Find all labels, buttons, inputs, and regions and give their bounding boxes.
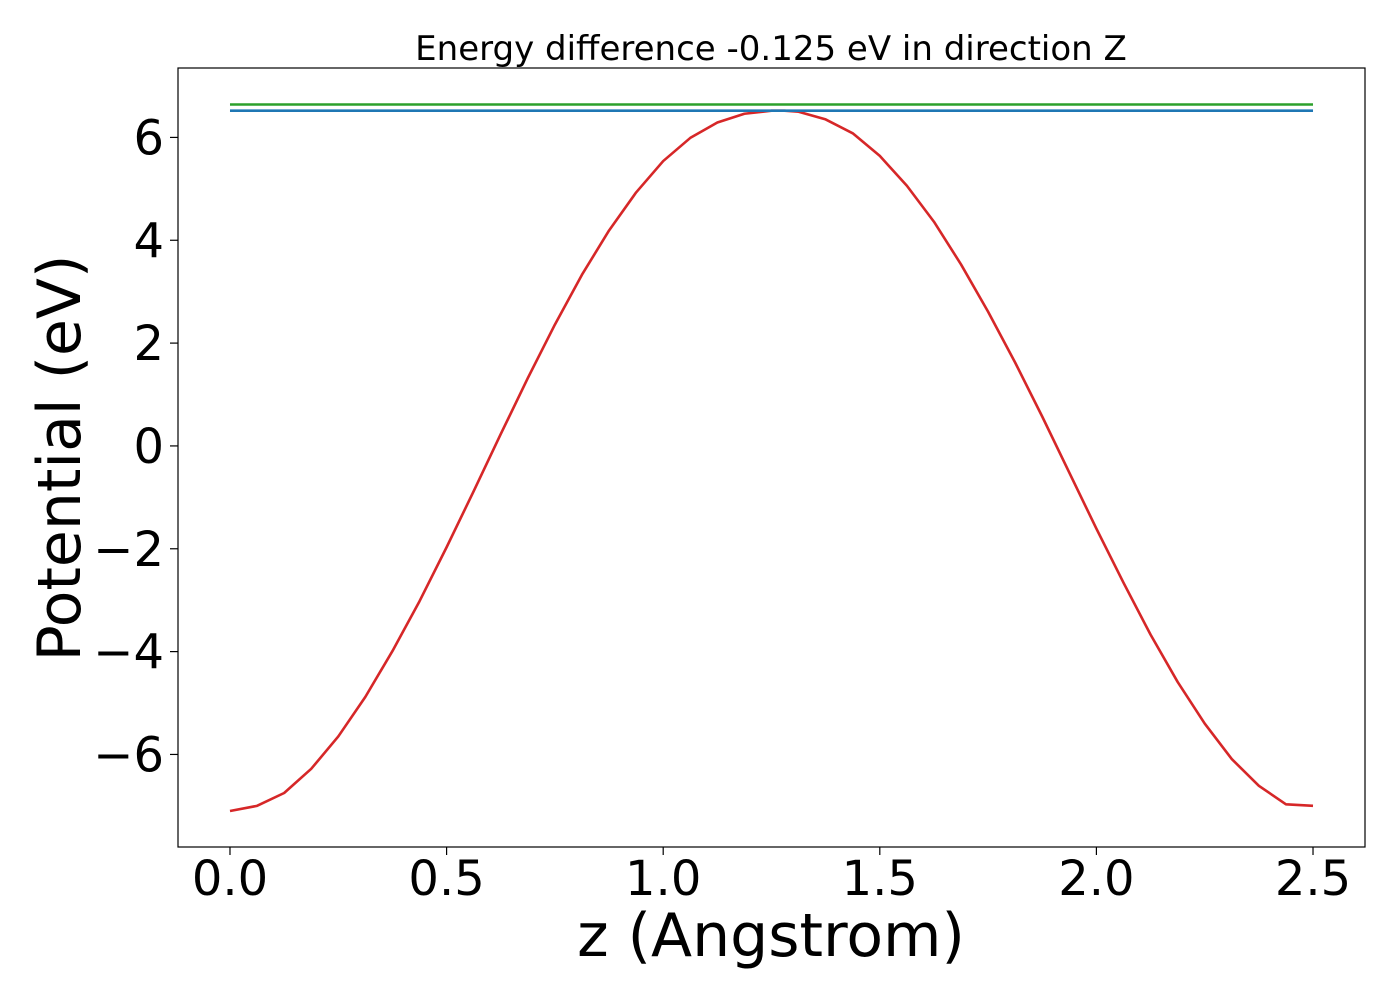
plot-area	[177, 67, 1366, 848]
x-tick-label: 0.5	[408, 851, 484, 907]
x-axis-label: z (Angstrom)	[577, 901, 965, 971]
y-axis-label: Potential (eV)	[25, 255, 95, 662]
y-tick-label: 2	[133, 316, 164, 372]
y-axis-ticks: −6 −4 −2 0 2 4 6	[93, 110, 178, 783]
x-tick-label: 0.0	[192, 851, 268, 907]
y-tick-label: 4	[133, 213, 164, 269]
x-tick-label: 2.5	[1275, 851, 1351, 907]
x-tick-label: 2.0	[1058, 851, 1134, 907]
x-axis-ticks: 0.0 0.5 1.0 1.5 2.0 2.5	[192, 847, 1351, 907]
y-tick-label: 0	[133, 419, 164, 475]
y-tick-label: 6	[133, 110, 164, 166]
axes-frame	[177, 67, 1366, 848]
y-tick-label: −2	[93, 522, 164, 578]
chart-title: Energy difference -0.125 eV in direction…	[415, 29, 1127, 69]
y-tick-label: −4	[93, 625, 164, 681]
y-tick-label: −6	[93, 727, 164, 783]
x-tick-label: 1.5	[842, 851, 918, 907]
x-tick-label: 1.0	[625, 851, 701, 907]
series-layer	[229, 103, 1314, 813]
